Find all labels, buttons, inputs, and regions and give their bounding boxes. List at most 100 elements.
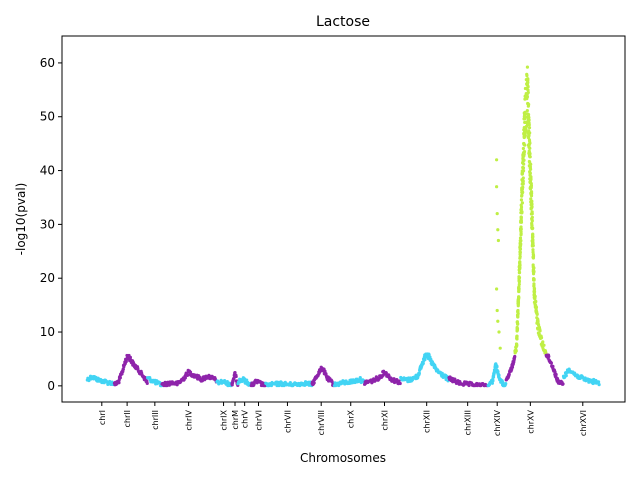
- x-tick-label: chrIV: [185, 409, 194, 430]
- x-tick-label: chrII: [123, 410, 132, 427]
- data-point: [526, 80, 530, 85]
- data-point: [497, 373, 501, 377]
- x-tick-label: chrX: [347, 409, 356, 428]
- data-point: [491, 375, 496, 379]
- data-point: [517, 280, 521, 284]
- data-point: [495, 287, 499, 291]
- data-point: [526, 88, 530, 92]
- data-point: [521, 146, 525, 151]
- data-point: [547, 354, 551, 359]
- data-point: [397, 379, 401, 383]
- y-tick-label: 30: [40, 217, 55, 231]
- data-point: [528, 165, 533, 169]
- data-point: [520, 193, 524, 197]
- data-point: [384, 371, 388, 375]
- data-point: [527, 102, 531, 107]
- data-point: [530, 202, 534, 206]
- data-point: [517, 296, 521, 300]
- data-point: [495, 185, 499, 189]
- data-point: [519, 227, 523, 231]
- data-point: [531, 232, 535, 236]
- data-point: [531, 238, 535, 242]
- data-point: [532, 286, 537, 291]
- data-point: [531, 244, 535, 248]
- data-point: [532, 266, 536, 270]
- data-point: [453, 377, 457, 381]
- data-point: [118, 376, 122, 380]
- data-point: [398, 381, 402, 386]
- data-point: [529, 177, 533, 181]
- data-point: [554, 372, 558, 377]
- y-tick-label: 20: [40, 271, 55, 285]
- data-point: [525, 65, 530, 69]
- data-point: [549, 361, 553, 365]
- data-point: [518, 247, 523, 251]
- data-point: [534, 305, 539, 309]
- data-point: [531, 226, 535, 230]
- y-tick-label: 10: [40, 325, 55, 339]
- data-point: [521, 185, 525, 189]
- data-point: [541, 340, 545, 344]
- data-point: [225, 379, 229, 384]
- data-point: [542, 343, 546, 347]
- x-tick-label: chrIII: [151, 410, 160, 430]
- data-point: [526, 90, 530, 95]
- data-point: [515, 337, 519, 341]
- y-axis: 0 10 20 30 40 50 60: [40, 56, 62, 393]
- data-point: [532, 290, 537, 294]
- data-point: [527, 126, 532, 130]
- data-point: [496, 238, 500, 243]
- data-point: [521, 190, 525, 194]
- y-tick-label: 50: [40, 110, 55, 124]
- data-point: [128, 355, 132, 360]
- data-point: [515, 334, 519, 338]
- data-point: [534, 299, 538, 304]
- data-point: [516, 308, 520, 313]
- data-point: [526, 85, 530, 89]
- data-point: [537, 332, 541, 336]
- data-point: [525, 73, 529, 78]
- data-point: [528, 152, 532, 156]
- x-tick-label: chrVII: [283, 410, 292, 433]
- data-point: [531, 253, 536, 257]
- plot-frame: [61, 35, 626, 403]
- x-tick-label: chrXV: [526, 409, 535, 433]
- data-point: [527, 123, 531, 127]
- data-point: [529, 175, 533, 179]
- data-point: [538, 329, 542, 333]
- data-point: [188, 370, 193, 374]
- data-point: [530, 199, 534, 203]
- x-axis: chrI chrII chrIII chrIV chrIX chrM chrV chrVI ch…: [98, 402, 588, 436]
- y-axis-label: -log10(pval): [14, 183, 28, 256]
- data-point: [496, 369, 500, 374]
- data-point: [517, 287, 521, 291]
- data-point: [498, 346, 502, 350]
- x-tick-label: chrVIII: [317, 410, 326, 435]
- data-point: [495, 308, 499, 313]
- x-tick-label: chrV: [241, 409, 250, 428]
- data-point: [490, 381, 494, 385]
- data-points: [85, 65, 601, 388]
- data-point: [531, 241, 535, 245]
- data-point: [145, 381, 149, 385]
- data-point: [121, 367, 125, 371]
- data-point: [517, 282, 521, 286]
- data-point: [521, 179, 525, 183]
- data-point: [551, 364, 555, 368]
- data-point: [496, 319, 500, 323]
- y-tick-label: 60: [40, 56, 55, 70]
- data-point: [519, 242, 523, 246]
- data-point: [532, 277, 536, 281]
- x-tick-label: chrXII: [423, 410, 432, 433]
- data-point: [524, 127, 528, 131]
- data-point: [529, 162, 533, 166]
- data-point: [517, 270, 522, 274]
- x-tick-label: chrIX: [220, 409, 229, 430]
- data-point: [564, 373, 568, 378]
- data-point: [519, 205, 524, 209]
- data-point: [515, 342, 519, 347]
- data-point: [520, 201, 525, 205]
- data-point: [596, 380, 601, 384]
- data-point: [421, 361, 425, 365]
